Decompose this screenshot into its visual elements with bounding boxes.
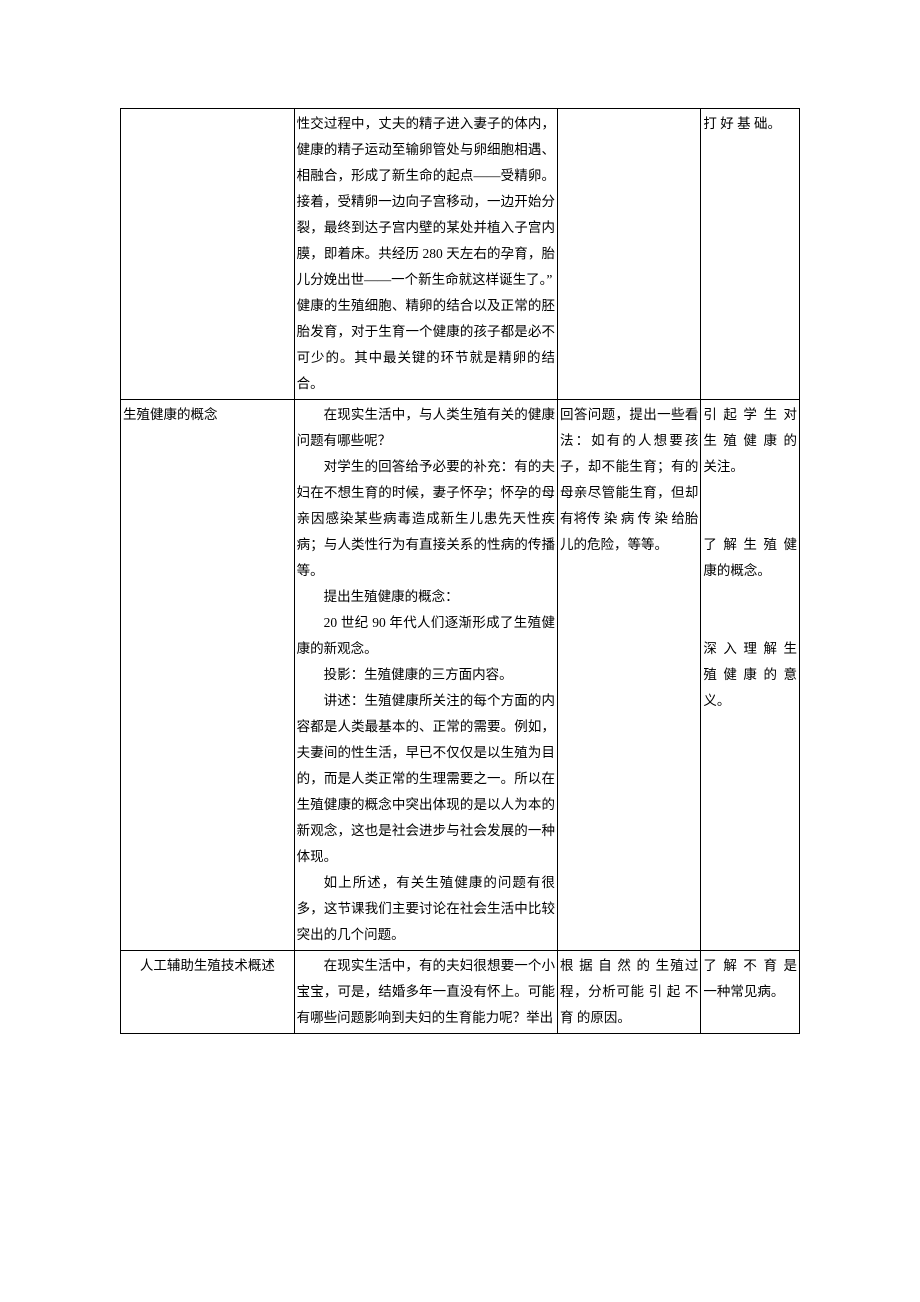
paragraph: 如上所述，有关生殖健康的问题有很多，这节课我们主要讨论在社会生活中比较突出的几个…: [297, 870, 555, 948]
table-body: 性交过程中，丈夫的精子进入妻子的体内，健康的精子运动至输卵管处与卵细胞相遇、相融…: [121, 109, 800, 1034]
paragraph: 对学生的回答给予必要的补充：有的夫妇在不想生育的时候，妻子怀孕；怀孕的母亲因感染…: [297, 454, 555, 584]
cell-teacher-activity: 在现实生活中，与人类生殖有关的健康问题有哪些呢？ 对学生的回答给予必要的补充：有…: [294, 400, 557, 951]
cell-topic: 生殖健康的概念: [121, 400, 295, 951]
cell-student-activity: [557, 109, 700, 400]
paragraph: 根 据 自 然 的 生殖过程，分析可能 引 起 不 育 的原因。: [560, 953, 698, 1031]
table-row: 人工辅助生殖技术概述 在现实生活中，有的夫妇很想要一个小宝宝，可是，结婚多年一直…: [121, 951, 800, 1034]
paragraph: [703, 480, 797, 506]
lesson-plan-table: 性交过程中，丈夫的精子进入妻子的体内，健康的精子运动至输卵管处与卵细胞相遇、相融…: [120, 108, 800, 1034]
paragraph: 20 世纪 90 年代人们逐渐形成了生殖健康的新观念。: [297, 610, 555, 662]
paragraph: 引 起 学 生 对生 殖 健 康 的关注。: [703, 402, 797, 480]
cell-teacher-activity: 性交过程中，丈夫的精子进入妻子的体内，健康的精子运动至输卵管处与卵细胞相遇、相融…: [294, 109, 557, 400]
cell-topic: 人工辅助生殖技术概述: [121, 951, 295, 1034]
paragraph: 提出生殖健康的概念：: [297, 584, 555, 610]
cell-intent: 了 解 不 育 是一种常见病。: [701, 951, 800, 1034]
paragraph: 讲述：生殖健康所关注的每个方面的内容都是人类最基本的、正常的需要。例如，夫妻间的…: [297, 688, 555, 870]
cell-teacher-activity: 在现实生活中，有的夫妇很想要一个小宝宝，可是，结婚多年一直没有怀上。可能有哪些问…: [294, 951, 557, 1034]
cell-student-activity: 根 据 自 然 的 生殖过程，分析可能 引 起 不 育 的原因。: [557, 951, 700, 1034]
table-row: 性交过程中，丈夫的精子进入妻子的体内，健康的精子运动至输卵管处与卵细胞相遇、相融…: [121, 109, 800, 400]
paragraph: [703, 506, 797, 532]
paragraph: 投影：生殖健康的三方面内容。: [297, 662, 555, 688]
paragraph: 深 入 理 解 生殖 健 康 的 意义。: [703, 636, 797, 714]
paragraph: 在现实生活中，有的夫妇很想要一个小宝宝，可是，结婚多年一直没有怀上。可能有哪些问…: [297, 953, 555, 1031]
table-row: 生殖健康的概念 在现实生活中，与人类生殖有关的健康问题有哪些呢？ 对学生的回答给…: [121, 400, 800, 951]
paragraph: 健康的生殖细胞、精卵的结合以及正常的胚胎发育，对于生育一个健康的孩子都是必不可少…: [297, 293, 555, 397]
paragraph: 性交过程中，丈夫的精子进入妻子的体内，健康的精子运动至输卵管处与卵细胞相遇、相融…: [297, 111, 555, 293]
cell-intent: 打 好 基 础。: [701, 109, 800, 400]
cell-student-activity: 回答问题，提出一些看法：如有的人想要孩子，却不能生育；有的母亲尽管能生育，但却有…: [557, 400, 700, 951]
paragraph: [703, 610, 797, 636]
paragraph: [703, 584, 797, 610]
paragraph: 在现实生活中，与人类生殖有关的健康问题有哪些呢？: [297, 402, 555, 454]
paragraph: 了 解 生 殖 健康的概念。: [703, 532, 797, 584]
cell-intent: 引 起 学 生 对生 殖 健 康 的关注。 了 解 生 殖 健康的概念。 深 入…: [701, 400, 800, 951]
cell-topic: [121, 109, 295, 400]
paragraph: 打 好 基 础。: [703, 111, 797, 137]
paragraph: 了 解 不 育 是一种常见病。: [703, 953, 797, 1005]
paragraph: 回答问题，提出一些看法：如有的人想要孩子，却不能生育；有的母亲尽管能生育，但却有…: [560, 402, 698, 558]
